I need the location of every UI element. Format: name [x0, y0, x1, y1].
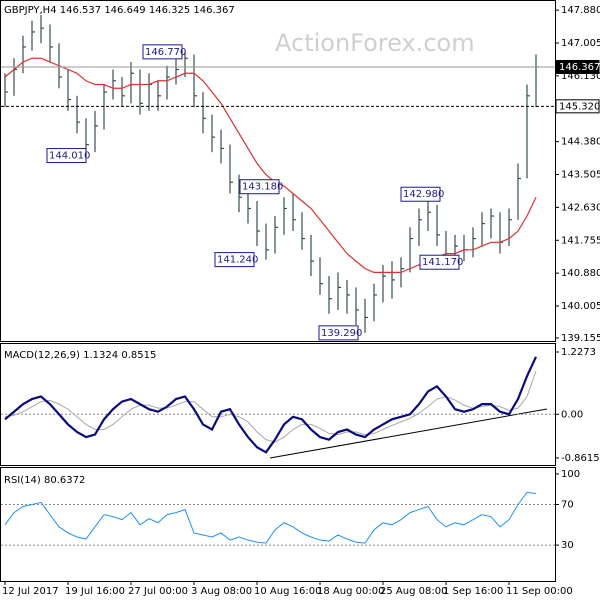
- price-label: 145.320: [559, 101, 600, 112]
- y-tick-label: 139.155: [561, 333, 600, 344]
- rsi-panel: [0, 467, 556, 582]
- x-tick-label: 12 Jul 2017: [2, 586, 59, 597]
- y-tick-label: 0.00: [561, 409, 583, 420]
- price-label-box: [555, 99, 600, 114]
- trend-line: [269, 408, 548, 459]
- y-tick-label: 30: [561, 540, 574, 551]
- y-tick-label: 140.880: [561, 268, 600, 279]
- annotation-label: 139.290: [321, 328, 362, 339]
- annotation-box: [239, 179, 280, 195]
- readout-value: 146.649: [104, 5, 145, 16]
- watermark: ActionForex.com: [275, 29, 475, 57]
- y-tick-label: 142.630: [561, 202, 600, 213]
- x-tick-label: 3 Aug 08:00: [191, 586, 252, 597]
- macd-panel: [0, 343, 556, 466]
- y-tick-label: 1.2273: [561, 347, 596, 358]
- annotation-box: [142, 44, 183, 60]
- y-tick-label: -0.8615: [561, 453, 600, 464]
- annotation-box: [214, 252, 255, 268]
- x-tick-label: 18 Aug 00:00: [317, 586, 384, 597]
- readout-value: 146.537: [60, 5, 101, 16]
- annotation-box: [318, 325, 359, 341]
- price-label-box: [555, 59, 600, 74]
- y-tick-label: 147.005: [561, 38, 600, 49]
- price-panel: [0, 0, 556, 342]
- x-tick-label: 25 Aug 08:00: [380, 586, 447, 597]
- indicator-name: GBPJPY,H4: [4, 5, 57, 16]
- annotation-box: [419, 254, 460, 270]
- y-tick-label: 146.130: [561, 71, 600, 82]
- readout-value: 0.8515: [121, 350, 156, 361]
- annotation-label: 143.180: [242, 182, 283, 193]
- readout-value: 146.325: [149, 5, 190, 16]
- x-tick-label: 11 Sep 00:00: [506, 586, 573, 597]
- price-label: 146.367: [559, 62, 600, 73]
- annotation-label: 142.980: [403, 189, 444, 200]
- x-tick-label: 19 Jul 16:00: [65, 586, 125, 597]
- panel-title: GBPJPY,H4 146.537 146.649 146.325 146.36…: [4, 5, 235, 16]
- annotation-label: 141.170: [422, 257, 463, 268]
- annotation-label: 141.240: [217, 255, 258, 266]
- x-tick-label: 1 Sep 16:00: [443, 586, 503, 597]
- y-tick-label: 70: [561, 499, 574, 510]
- annotation-label: 144.010: [49, 151, 90, 162]
- readout-value: 146.367: [193, 5, 234, 16]
- indicator-name: MACD(12,26,9): [4, 350, 80, 361]
- panel-title: MACD(12,26,9) 1.1324 0.8515: [4, 350, 156, 361]
- annotation-label: 146.770: [145, 47, 186, 58]
- annotation-box: [46, 148, 87, 164]
- series-line: [4, 57, 537, 273]
- x-tick-label: 10 Aug 16:00: [254, 586, 321, 597]
- series-line: [4, 356, 537, 454]
- y-tick-label: 140.005: [561, 301, 600, 312]
- readout-value: 80.6372: [44, 475, 85, 486]
- y-tick-label: 100: [561, 469, 580, 480]
- readout-value: 1.1324: [83, 350, 118, 361]
- annotation-box: [400, 186, 441, 202]
- panel-title: RSI(14) 80.6372: [4, 475, 85, 486]
- y-tick-label: 141.755: [561, 235, 600, 246]
- indicator-name: RSI(14): [4, 475, 41, 486]
- series-line: [4, 491, 537, 544]
- y-tick-label: 147.880: [561, 5, 600, 16]
- x-tick-label: 27 Jul 00:00: [128, 586, 188, 597]
- y-tick-label: 144.380: [561, 137, 600, 148]
- y-tick-label: 143.505: [561, 170, 600, 181]
